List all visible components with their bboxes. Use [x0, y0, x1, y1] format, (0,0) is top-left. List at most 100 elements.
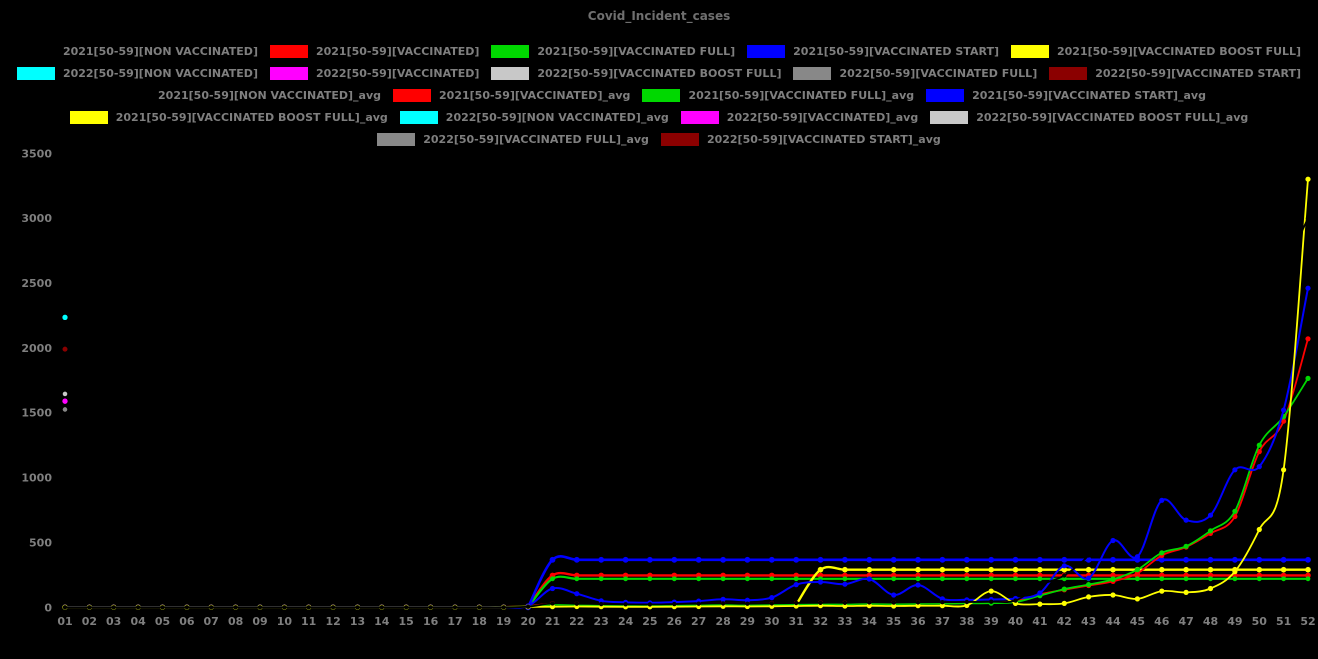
data-point-marker [720, 596, 726, 602]
data-point-marker [549, 556, 556, 563]
data-point-marker [1256, 576, 1262, 582]
legend-item: 2022[50-59][VACCINATED FULL]_avg [377, 132, 649, 146]
data-point-marker [915, 576, 921, 582]
data-point-marker [1305, 572, 1311, 579]
legend-label: 2021[50-59][NON VACCINATED]_avg [158, 88, 382, 102]
legend-swatch [926, 88, 965, 102]
data-point-marker [1305, 216, 1311, 221]
data-point-marker [1232, 467, 1238, 473]
data-point-marker [1208, 391, 1213, 396]
data-point-marker [1013, 598, 1018, 603]
x-axis-tick: 32 [813, 615, 828, 628]
legend-label: 2021[50-59][VACCINATED START]_avg [972, 88, 1206, 102]
legend-item: 2021[50-59][VACCINATED BOOST FULL] [1010, 44, 1302, 58]
legend-swatch [491, 66, 530, 80]
data-point-marker [1158, 556, 1165, 563]
x-axis-tick: 31 [789, 615, 804, 628]
data-point-marker [695, 572, 702, 579]
legend-swatch [69, 110, 108, 124]
data-point-marker [1256, 556, 1263, 563]
x-axis-tick: 12 [325, 615, 340, 628]
data-point-marker [1207, 572, 1214, 579]
legend-label: 2021[50-59][NON VACCINATED] [62, 44, 258, 58]
data-point-marker [1208, 576, 1213, 582]
data-point-marker [1012, 556, 1019, 563]
data-point-marker [1281, 576, 1286, 582]
chart-title: Covid_Incident_cases [587, 9, 731, 23]
x-axis-tick: 36 [910, 615, 926, 628]
data-point-marker [1183, 572, 1189, 579]
data-point-marker [1183, 556, 1189, 563]
data-point-marker [939, 566, 946, 573]
x-axis-tick: 01 [57, 615, 72, 628]
data-point-marker [574, 591, 580, 597]
data-point-marker [1232, 569, 1238, 575]
data-point-marker [477, 605, 482, 610]
legend-label: 2021[50-59][VACCINATED BOOST FULL] [1056, 44, 1302, 58]
x-axis-tick: 10 [277, 615, 293, 628]
legend-swatch [399, 110, 438, 124]
data-point-marker [720, 572, 726, 579]
data-point-marker [622, 572, 629, 579]
data-point-marker [939, 556, 946, 563]
x-axis-tick: 19 [496, 615, 511, 628]
legend-item: 2022[50-59][VACCINATED BOOST FULL]_avg [930, 110, 1248, 124]
data-point-marker [1061, 600, 1067, 607]
data-point-marker [745, 601, 750, 606]
data-point-marker [768, 556, 775, 563]
data-point-marker [964, 500, 970, 507]
x-axis-tick: 43 [1081, 615, 1096, 628]
data-point-marker [964, 576, 970, 582]
legend-item: 2022[50-59][VACCINATED]_avg [680, 110, 918, 124]
legend-swatch [16, 66, 55, 80]
data-point-marker [1135, 576, 1140, 582]
data-point-marker [1232, 500, 1238, 507]
data-point-marker [1159, 497, 1165, 503]
legend-label: 2022[50-59][VACCINATED BOOST FULL] [537, 66, 782, 80]
legend-row: 2022[50-59][NON VACCINATED] 2022[50-59][V… [0, 62, 1318, 84]
data-point-marker [1061, 500, 1068, 507]
legend-item: 2022[50-59][VACCINATED START] [1049, 66, 1301, 80]
legend-label: 2022[50-59][NON VACCINATED] [62, 66, 258, 80]
legend-item: 2022[50-59][VACCINATED] [269, 66, 479, 80]
y-axis-tick: 1000 [21, 472, 52, 485]
data-point-marker [1183, 543, 1189, 549]
legend-swatch [377, 132, 416, 146]
data-point-marker [1280, 500, 1287, 507]
data-point-marker [1159, 455, 1165, 461]
data-point-marker [866, 572, 873, 579]
x-axis-tick: 44 [1105, 615, 1121, 628]
data-point-marker [867, 600, 872, 605]
data-point-marker [696, 576, 702, 582]
data-point-marker [891, 592, 897, 598]
legend-swatch [747, 44, 786, 58]
data-point-marker [62, 605, 68, 610]
data-point-marker [915, 582, 921, 588]
legend-item: 2021[50-59][VACCINATED START] [747, 44, 999, 58]
data-point-marker [1037, 583, 1043, 588]
data-point-marker [1183, 423, 1189, 428]
legend-swatch [393, 88, 432, 102]
x-axis-tick: 27 [691, 615, 706, 628]
x-axis-tick: 52 [1300, 615, 1315, 628]
series-vaccinated-boost-full-2022 [62, 391, 68, 397]
x-axis-tick: 09 [252, 615, 267, 628]
x-axis-tick: 21 [545, 615, 560, 628]
data-point-marker [1280, 572, 1287, 579]
data-point-marker [988, 500, 994, 507]
x-axis-tick: 47 [1178, 615, 1193, 628]
data-point-marker [1159, 588, 1165, 594]
legend-label: 2021[50-59][VACCINATED FULL] [537, 44, 736, 58]
data-point-marker [866, 603, 872, 609]
data-point-marker [135, 605, 141, 610]
x-axis-tick: 51 [1276, 615, 1291, 628]
data-point-marker [647, 576, 653, 582]
x-axis-tick: 29 [740, 615, 755, 628]
data-point-marker [1207, 512, 1214, 518]
legend-item: 2022[50-59][NON VACCINATED] [16, 66, 258, 80]
legend-item: 2021[50-59][VACCINATED BOOST FULL]_avg [69, 110, 388, 124]
data-point-marker [842, 566, 848, 573]
data-point-marker [647, 556, 653, 563]
